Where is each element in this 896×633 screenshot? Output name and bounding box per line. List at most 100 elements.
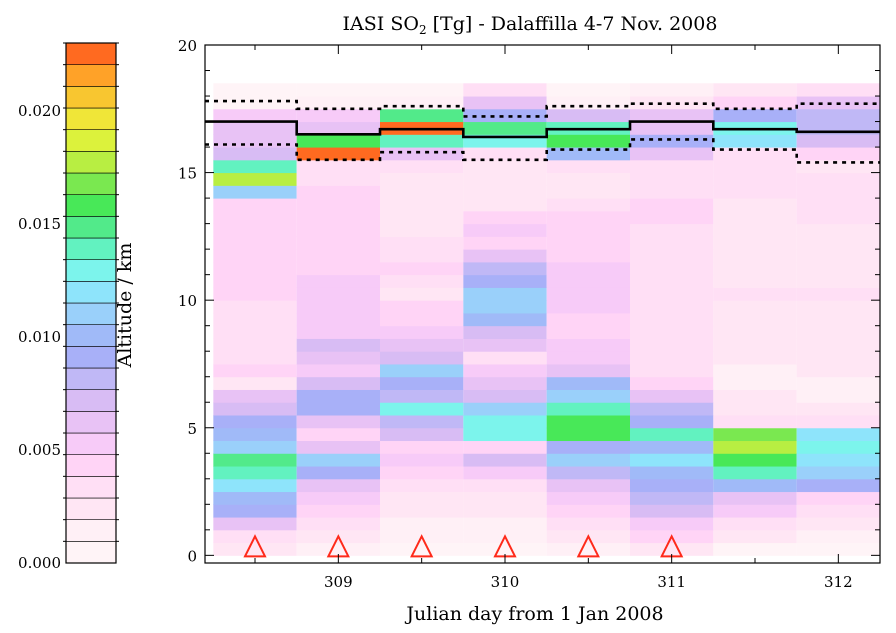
heatmap-cell [713, 478, 797, 493]
heatmap-cell [463, 491, 547, 505]
heatmap-cell [796, 427, 880, 442]
colorbar-swatch [65, 172, 117, 195]
heatmap-cell [463, 363, 547, 378]
heatmap-cell [713, 223, 797, 237]
heatmap-cell [463, 338, 547, 352]
heatmap-cell [213, 504, 297, 518]
heatmap-cell [796, 108, 880, 123]
heatmap-cell [796, 198, 880, 212]
heatmap-cell [796, 389, 880, 403]
heatmap-cell [713, 312, 797, 327]
heatmap-cell [213, 300, 297, 314]
heatmap-cell [463, 440, 547, 454]
heatmap-cell [630, 121, 714, 135]
heatmap-cell [713, 338, 797, 352]
heatmap-cell [213, 376, 297, 390]
heatmap-cell [546, 478, 630, 493]
heatmap-cell [463, 287, 547, 301]
heatmap-cell [296, 134, 380, 148]
heatmap-cell [296, 287, 380, 301]
heatmap-cell [630, 198, 714, 212]
heatmap-cell [380, 415, 464, 429]
heatmap-cell [546, 363, 630, 378]
colorbar-tick-label: 0.005 [18, 441, 61, 459]
heatmap-cell [546, 261, 630, 276]
heatmap-cell [463, 504, 547, 518]
heatmap-cell [380, 325, 464, 339]
heatmap-cell [546, 491, 630, 505]
heatmap-cell [380, 108, 464, 123]
heatmap-cell [213, 147, 297, 161]
heatmap-cell [213, 466, 297, 480]
volcano-triangle [243, 534, 267, 558]
heatmap-cell [546, 542, 630, 556]
heatmap-cell [296, 108, 380, 123]
heatmap-cell [796, 249, 880, 263]
heatmap-cell [296, 121, 380, 135]
heatmap-cell [796, 440, 880, 454]
plot-frame [204, 44, 881, 564]
heatmap-cell [713, 236, 797, 250]
heatmap-cell [630, 466, 714, 480]
heatmap-cell [546, 210, 630, 225]
heatmap-cell [213, 491, 297, 505]
heatmap-cell [380, 159, 464, 174]
heatmap-cell [630, 453, 714, 467]
x-axis-label: Julian day from 1 Jan 2008 [404, 603, 663, 625]
heatmap-cell [546, 198, 630, 212]
heatmap-cell [713, 440, 797, 454]
heatmap-cell [296, 427, 380, 442]
colorbar-frame [65, 42, 117, 564]
x-tick-label: 311 [657, 573, 686, 591]
heatmap-cell [630, 491, 714, 505]
heatmap-cell [713, 491, 797, 505]
heatmap-cell [296, 325, 380, 339]
colorbar-swatch [65, 476, 117, 499]
heatmap-cell [713, 517, 797, 531]
heatmap-cell [463, 249, 547, 263]
tropopause-lines [205, 99, 880, 164]
heatmap-cell [546, 172, 630, 186]
heatmap-cell [630, 517, 714, 531]
volcano-triangle [410, 534, 434, 558]
colorbar-tick-labels: 0.000 0.005 0.010 0.015 0.020 [18, 102, 61, 572]
heatmap-cell [213, 185, 297, 199]
heatmap-cell [546, 453, 630, 467]
heatmap-cell [546, 134, 630, 148]
colorbar-tick-label: 0.020 [18, 102, 61, 120]
heatmap-cell [463, 121, 547, 135]
heatmap-cell [296, 376, 380, 390]
heatmap-cell [296, 236, 380, 250]
heatmap-cell [380, 287, 464, 301]
colorbar-swatch [65, 64, 117, 87]
heatmap-cell [463, 389, 547, 403]
heatmap-cell [463, 427, 547, 442]
heatmap-cell [713, 415, 797, 429]
heatmap-cell [213, 261, 297, 276]
heatmap-cell [630, 223, 714, 237]
heatmap-cell [213, 198, 297, 212]
heatmap-cell [546, 415, 630, 429]
heatmap-cell [713, 300, 797, 314]
heatmap-cell [463, 223, 547, 237]
heatmap-cell [630, 274, 714, 288]
heatmap-cell [213, 517, 297, 531]
volcano-markers [243, 534, 684, 558]
heatmap-cell [463, 466, 547, 480]
heatmap-cell [713, 198, 797, 212]
heatmap-cell [546, 440, 630, 454]
heatmap-cell [380, 249, 464, 263]
heatmap-cells [213, 83, 880, 556]
heatmap-cell [296, 363, 380, 378]
heatmap-cell [213, 172, 297, 186]
heatmap-cell [213, 440, 297, 454]
heatmap-cell [296, 351, 380, 365]
heatmap-cell [296, 338, 380, 352]
heatmap-cell [463, 351, 547, 365]
heatmap-cell [796, 274, 880, 288]
heatmap-cell [296, 274, 380, 288]
heatmap-cell [713, 261, 797, 276]
colorbar-swatch [65, 259, 117, 282]
heatmap-cell [380, 478, 464, 493]
heatmap-cell [213, 287, 297, 301]
